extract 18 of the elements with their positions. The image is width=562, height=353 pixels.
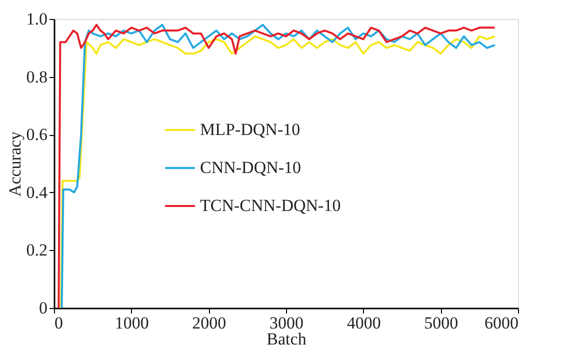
- x-axis-title: Batch: [266, 330, 307, 348]
- legend-label: TCN-CNN-DQN-10: [200, 196, 341, 215]
- x-tick-label: 3000: [270, 314, 304, 332]
- y-tick-label: 0.4: [26, 182, 48, 202]
- x-tick-label: 4000: [346, 314, 381, 332]
- y-tick-label: 1.0: [26, 10, 48, 28]
- legend-label: CNN-DQN-10: [200, 158, 302, 177]
- y-tick-label: 0.2: [26, 240, 48, 260]
- y-tick-label: 0.8: [26, 67, 48, 86]
- x-tick-label: 0: [54, 314, 63, 332]
- y-axis-title: Accuracy: [5, 130, 24, 197]
- y-tick-label: 0: [39, 298, 48, 318]
- legend-label: MLP-DQN-10: [200, 120, 300, 139]
- x-tick-label: 1000: [114, 314, 149, 332]
- y-tick-label: 0.6: [26, 125, 48, 144]
- x-tick-label: 5000: [424, 314, 458, 332]
- x-tick-label: 6000: [484, 314, 518, 332]
- x-tick-label: 2000: [192, 314, 226, 332]
